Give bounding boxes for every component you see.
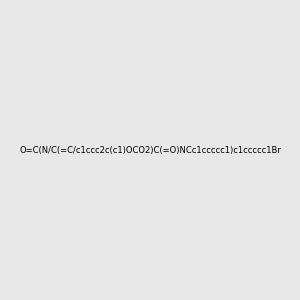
Text: O=C(N/C(=C/c1ccc2c(c1)OCO2)C(=O)NCc1ccccc1)c1ccccc1Br: O=C(N/C(=C/c1ccc2c(c1)OCO2)C(=O)NCc1cccc…: [19, 146, 281, 154]
